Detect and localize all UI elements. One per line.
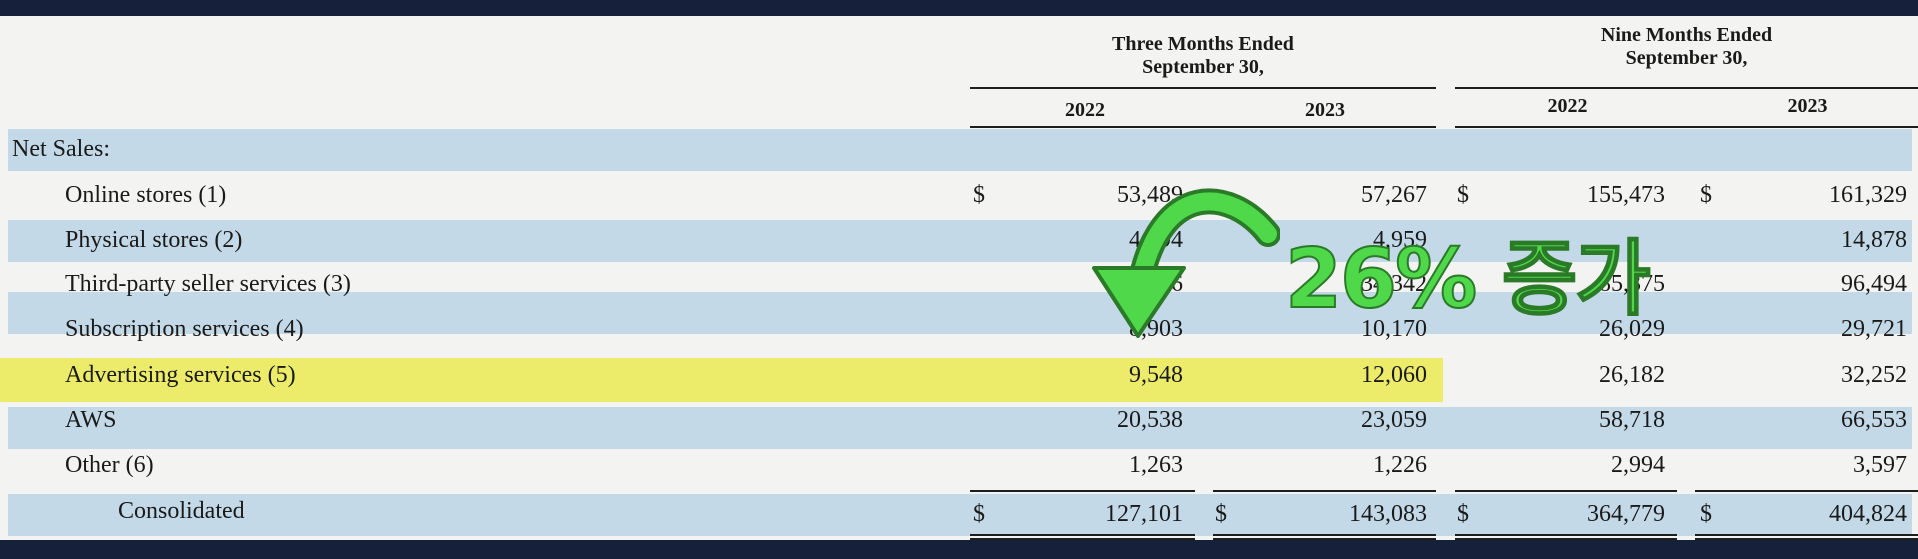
value-9m-2022: 2,994 <box>1611 452 1665 478</box>
value-9m-2022: 26,029 <box>1599 316 1665 342</box>
double-underline <box>1455 534 1677 540</box>
total-q3-2023: 143,083 <box>1349 501 1427 527</box>
value-q3-2022: 20,538 <box>1117 407 1183 433</box>
total-9m-2022: 364,779 <box>1587 501 1665 527</box>
currency-symbol: $ <box>1457 501 1469 527</box>
row-label: Online stores (1) <box>65 182 227 208</box>
top-frame <box>0 0 1918 16</box>
value-9m-2022: 58,718 <box>1599 407 1665 433</box>
value-9m-2022: 85,375 <box>1599 271 1665 297</box>
year-header: 2022 <box>1547 95 1588 117</box>
year-header: 2022 <box>1065 99 1105 121</box>
year-rule <box>970 126 1436 128</box>
value-q3-2023: 10,170 <box>1361 316 1427 342</box>
three-months-header-line: Three Months Ended September 30, <box>970 33 1436 79</box>
curved-arrow-icon <box>1092 188 1280 338</box>
row-band <box>8 292 1912 334</box>
value-q3-2023: 12,060 <box>1361 362 1427 388</box>
header-text-line: September 30, <box>1142 56 1264 78</box>
double-underline <box>1695 534 1918 540</box>
value-q3-2023: 34,342 <box>1361 271 1427 297</box>
total-q3-2022: 127,101 <box>1105 501 1183 527</box>
currency-symbol: $ <box>973 182 985 208</box>
header-rule <box>1455 87 1918 89</box>
value-q3-2023: 23,059 <box>1361 407 1427 433</box>
value-9m-2023: 14,878 <box>1841 227 1907 253</box>
total-label: Consolidated <box>118 498 245 524</box>
row-label: AWS <box>65 407 117 433</box>
total-rule <box>1695 490 1918 492</box>
currency-symbol: $ <box>1700 182 1712 208</box>
value-q3-2022: 9,548 <box>1129 362 1183 388</box>
row-band <box>8 494 1912 536</box>
year-rule <box>1455 126 1918 128</box>
value-9m-2023: 66,553 <box>1841 407 1907 433</box>
row-label: Third-party seller services (3) <box>65 271 351 297</box>
total-rule <box>970 490 1195 492</box>
total-rule <box>1455 490 1677 492</box>
value-q3-2022: 1,263 <box>1129 452 1183 478</box>
nine-months-header-line: Nine Months Ended September 30, <box>1455 24 1918 70</box>
value-9m-2023: 96,494 <box>1841 271 1907 297</box>
header-rule <box>970 87 1436 89</box>
currency-symbol: $ <box>1215 501 1227 527</box>
value-9m-2023: 32,252 <box>1841 362 1907 388</box>
header-text-line: September 30, <box>1625 47 1748 69</box>
three-months-header: Three Months Ended September 30, <box>970 33 1436 79</box>
financial-table: Three Months Ended September 30, Nine Mon… <box>0 16 1918 540</box>
growth-annotation: 26% 증가 <box>1284 231 1652 328</box>
value-9m-2023: 29,721 <box>1841 316 1907 342</box>
currency-symbol: $ <box>1457 182 1469 208</box>
currency-symbol: $ <box>973 501 985 527</box>
advertising-highlight <box>0 358 1443 402</box>
header-text-line: Three Months Ended <box>1112 33 1294 55</box>
double-underline <box>970 534 1195 540</box>
double-underline <box>1213 534 1436 540</box>
row-label: Physical stores (2) <box>65 227 243 253</box>
header-text-line: Nine Months Ended <box>1600 24 1773 46</box>
row-label: Subscription services (4) <box>65 316 304 342</box>
value-9m-2023: 3,597 <box>1853 452 1907 478</box>
row-band <box>8 129 1912 171</box>
row-band <box>8 407 1912 449</box>
value-q3-2023: 4,959 <box>1373 227 1427 253</box>
section-label: Net Sales: <box>12 136 110 162</box>
nine-months-header: Nine Months Ended September 30, <box>1455 24 1918 70</box>
row-label: Advertising services (5) <box>65 362 296 388</box>
row-label: Other (6) <box>65 452 154 478</box>
total-9m-2023: 404,824 <box>1829 501 1907 527</box>
year-header: 2023 <box>1787 95 1828 117</box>
currency-symbol: $ <box>1700 501 1712 527</box>
value-q3-2023: 57,267 <box>1361 182 1427 208</box>
value-9m-2022: 26,182 <box>1599 362 1665 388</box>
bottom-frame <box>0 540 1918 559</box>
total-rule <box>1213 490 1436 492</box>
value-q3-2023: 1,226 <box>1373 452 1427 478</box>
year-header: 2023 <box>1305 99 1345 121</box>
row-band <box>8 220 1912 262</box>
value-9m-2023: 161,329 <box>1829 182 1907 208</box>
value-9m-2022: 155,473 <box>1587 182 1665 208</box>
